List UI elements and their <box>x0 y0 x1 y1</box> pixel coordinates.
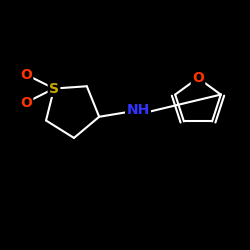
Text: O: O <box>20 68 32 82</box>
Text: NH: NH <box>126 103 150 117</box>
Text: S: S <box>49 82 59 96</box>
Text: O: O <box>20 96 32 110</box>
Text: O: O <box>192 71 204 85</box>
